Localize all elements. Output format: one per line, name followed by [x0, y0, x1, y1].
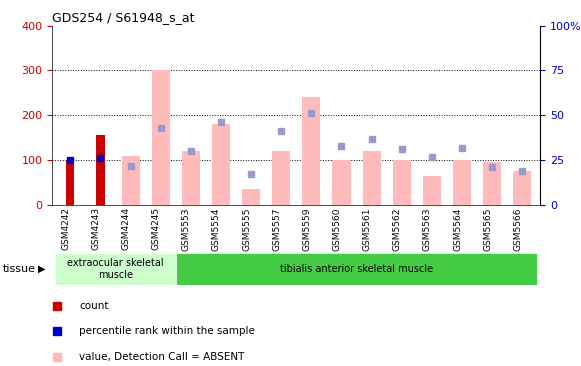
Text: extraocular skeletal
muscle: extraocular skeletal muscle	[67, 258, 164, 280]
Text: tissue: tissue	[3, 264, 36, 274]
Text: tibialis anterior skeletal muscle: tibialis anterior skeletal muscle	[280, 264, 433, 274]
FancyBboxPatch shape	[176, 253, 537, 285]
Bar	[393, 160, 411, 205]
Text: GSM4244: GSM4244	[121, 207, 131, 250]
Text: GSM5557: GSM5557	[272, 207, 281, 251]
Text: GSM5562: GSM5562	[393, 207, 401, 251]
Bar	[453, 160, 471, 205]
Bar	[242, 189, 260, 205]
FancyBboxPatch shape	[55, 253, 176, 285]
Text: GSM5566: GSM5566	[513, 207, 522, 251]
Bar	[66, 160, 74, 205]
Text: GSM5564: GSM5564	[453, 207, 462, 251]
Text: GSM5561: GSM5561	[363, 207, 372, 251]
Bar	[272, 151, 290, 205]
Text: GSM5554: GSM5554	[212, 207, 221, 251]
Text: GSM5560: GSM5560	[332, 207, 342, 251]
Text: GDS254 / S61948_s_at: GDS254 / S61948_s_at	[52, 11, 195, 25]
Bar	[302, 97, 320, 205]
Text: GSM5555: GSM5555	[242, 207, 251, 251]
Text: value, Detection Call = ABSENT: value, Detection Call = ABSENT	[79, 352, 245, 362]
Text: GSM5565: GSM5565	[483, 207, 492, 251]
Bar	[212, 124, 230, 205]
Bar	[96, 135, 105, 205]
Bar	[182, 151, 200, 205]
Text: GSM4243: GSM4243	[91, 207, 101, 250]
Text: GSM5559: GSM5559	[302, 207, 311, 251]
Text: GSM5563: GSM5563	[423, 207, 432, 251]
Bar	[483, 163, 501, 205]
Bar	[363, 151, 381, 205]
Text: GSM4242: GSM4242	[62, 207, 70, 250]
Text: GSM4245: GSM4245	[152, 207, 161, 250]
Text: count: count	[79, 300, 109, 311]
Bar	[152, 71, 170, 205]
Text: GSM5553: GSM5553	[182, 207, 191, 251]
Text: ▶: ▶	[38, 264, 45, 274]
Bar	[423, 176, 441, 205]
Bar	[121, 156, 139, 205]
Bar	[332, 160, 350, 205]
Text: percentile rank within the sample: percentile rank within the sample	[79, 326, 255, 336]
Bar	[513, 171, 531, 205]
